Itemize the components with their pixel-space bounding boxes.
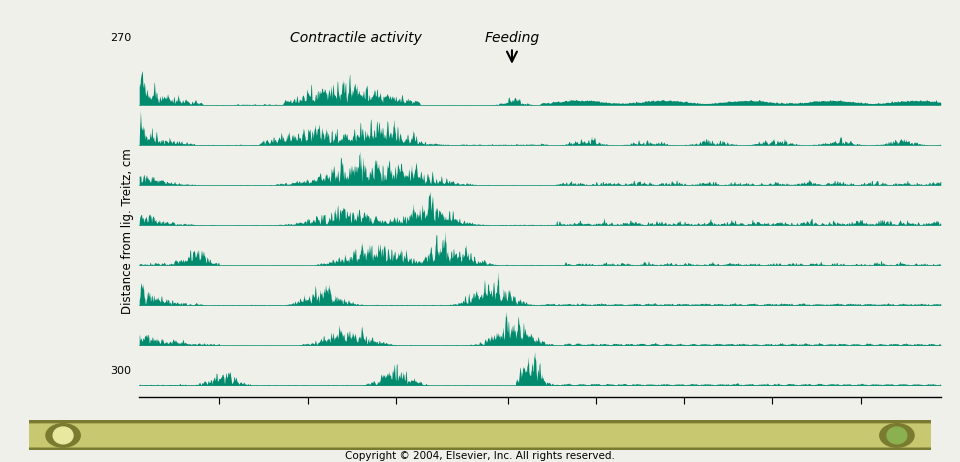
Text: Contractile activity: Contractile activity <box>290 30 421 45</box>
Text: Time interval, h: Time interval, h <box>493 420 587 434</box>
Ellipse shape <box>46 424 81 447</box>
Y-axis label: Distance from lig. Treitz, cm: Distance from lig. Treitz, cm <box>121 148 133 314</box>
Ellipse shape <box>887 427 907 444</box>
FancyBboxPatch shape <box>6 422 954 449</box>
Text: 300: 300 <box>110 366 132 376</box>
Text: Copyright © 2004, Elsevier, Inc. All rights reserved.: Copyright © 2004, Elsevier, Inc. All rig… <box>345 451 615 461</box>
Ellipse shape <box>879 424 914 447</box>
Ellipse shape <box>53 427 73 444</box>
Text: 270: 270 <box>110 33 132 43</box>
Text: Feeding: Feeding <box>485 30 540 61</box>
